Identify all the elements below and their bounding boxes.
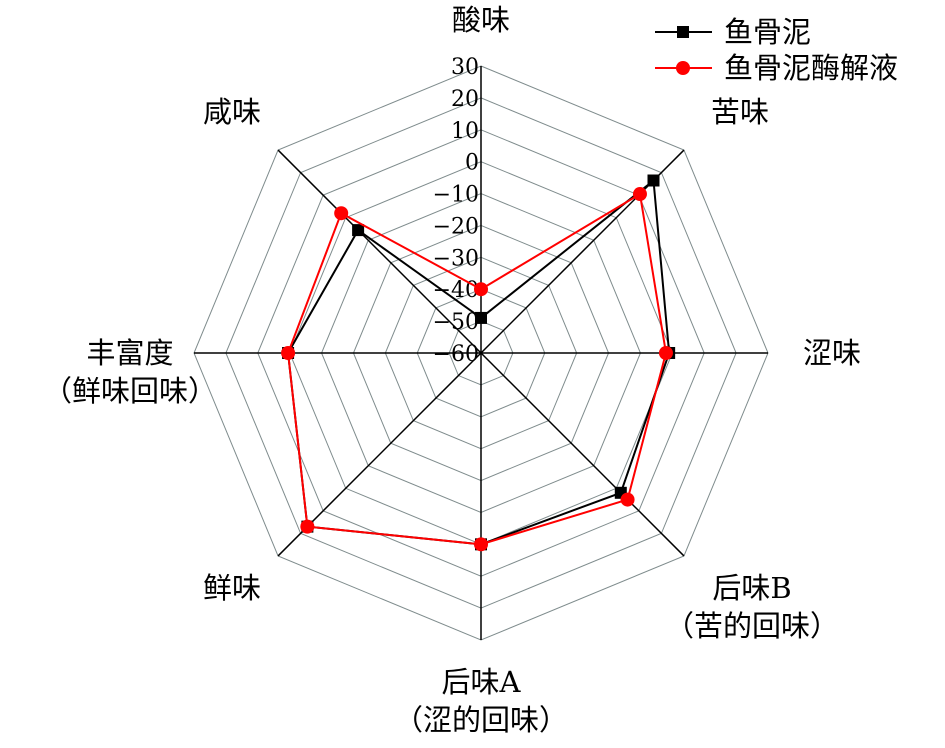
legend-marker [676,61,690,75]
data-point [300,519,315,534]
data-point [474,537,488,552]
data-point [658,346,673,360]
axis-label: （苦的回味） [665,609,839,643]
axis-label: 后味B [712,571,791,605]
axis-label: 酸味 [452,3,510,37]
data-point [647,174,660,187]
axis-label: （鲜味回味） [43,374,217,408]
tick-label: −50 [433,310,479,335]
axis-label: 苦味 [711,95,769,129]
legend-label: 鱼骨泥酶解液 [724,51,898,85]
data-point [352,224,365,237]
data-point [632,187,647,202]
axis-label: 鲜味 [203,571,261,605]
data-point [334,206,349,221]
data-point [474,282,488,297]
axis-label: 丰富度 [86,336,173,370]
axis-label: 咸味 [203,95,261,129]
tick-label: 30 [451,55,479,80]
tick-label: 0 [465,151,479,176]
tick-label: −10 [433,183,479,208]
tick-label: −60 [433,342,479,367]
tick-label: 10 [451,119,479,144]
axis-label: （涩的回味） [394,703,568,737]
data-point [475,311,487,324]
axis-label: 涩味 [803,336,861,370]
tick-label: 20 [451,87,479,112]
data-point [281,346,296,360]
axis-line [480,352,685,557]
tick-label: −20 [433,214,479,239]
legend-label: 鱼骨泥 [724,15,811,49]
legend-marker [677,26,689,38]
axis-line [277,149,482,354]
data-point [620,492,635,507]
axis-label: 后味A [442,665,522,699]
